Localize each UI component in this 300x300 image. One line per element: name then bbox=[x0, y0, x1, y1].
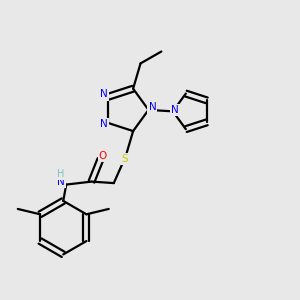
Text: N: N bbox=[100, 119, 108, 130]
Text: N: N bbox=[171, 105, 179, 115]
Text: H: H bbox=[57, 169, 64, 179]
Text: N: N bbox=[100, 89, 108, 99]
Text: N: N bbox=[148, 103, 156, 112]
Text: N: N bbox=[57, 177, 65, 187]
Text: O: O bbox=[99, 151, 107, 161]
Text: S: S bbox=[122, 154, 128, 164]
